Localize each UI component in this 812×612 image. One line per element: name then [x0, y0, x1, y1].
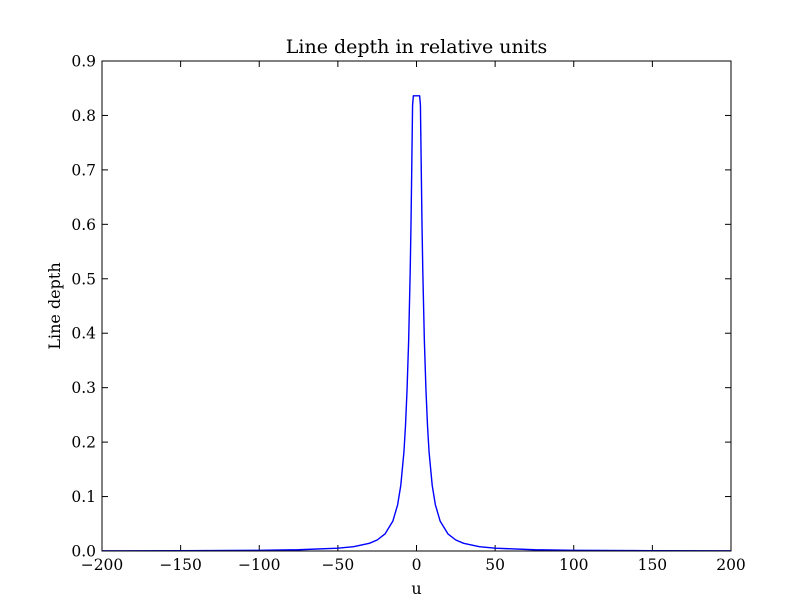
x-tick-label: −50	[322, 556, 355, 574]
y-tick-label: 0.6	[71, 216, 96, 234]
x-tick-label: −150	[159, 556, 202, 574]
y-tick-label: 0.2	[71, 434, 96, 452]
series-line	[101, 95, 732, 552]
y-tick-label: 0.5	[71, 270, 96, 288]
y-tick-label: 0.3	[71, 379, 96, 397]
tick-labels: −200 −150 −100 −50 0 50 100 150 200 0.0 0.1 0.2 0.3 0…	[71, 53, 745, 575]
x-tick-label: −200	[81, 556, 124, 574]
x-axis-label: u	[411, 579, 421, 598]
x-tick-label: 100	[559, 556, 589, 574]
y-tick-label: 0.9	[71, 53, 96, 71]
y-tick-label: 0.4	[71, 325, 96, 343]
x-tick-label: 0	[412, 556, 422, 574]
plot-frame	[101, 60, 732, 552]
y-axis-label: Line depth	[45, 262, 64, 349]
x-tick-label: 50	[485, 556, 505, 574]
y-tick-label: 0.8	[71, 107, 96, 125]
chart-title: Line depth in relative units	[286, 36, 547, 58]
x-tick-label: 200	[716, 556, 746, 574]
x-tick-label: 150	[638, 556, 668, 574]
y-tick-label: 0.1	[71, 488, 96, 506]
series-layer	[101, 95, 732, 552]
x-tick-label: −100	[238, 556, 281, 574]
y-tick-label: 0.0	[71, 543, 96, 561]
y-tick-label: 0.7	[71, 161, 96, 179]
